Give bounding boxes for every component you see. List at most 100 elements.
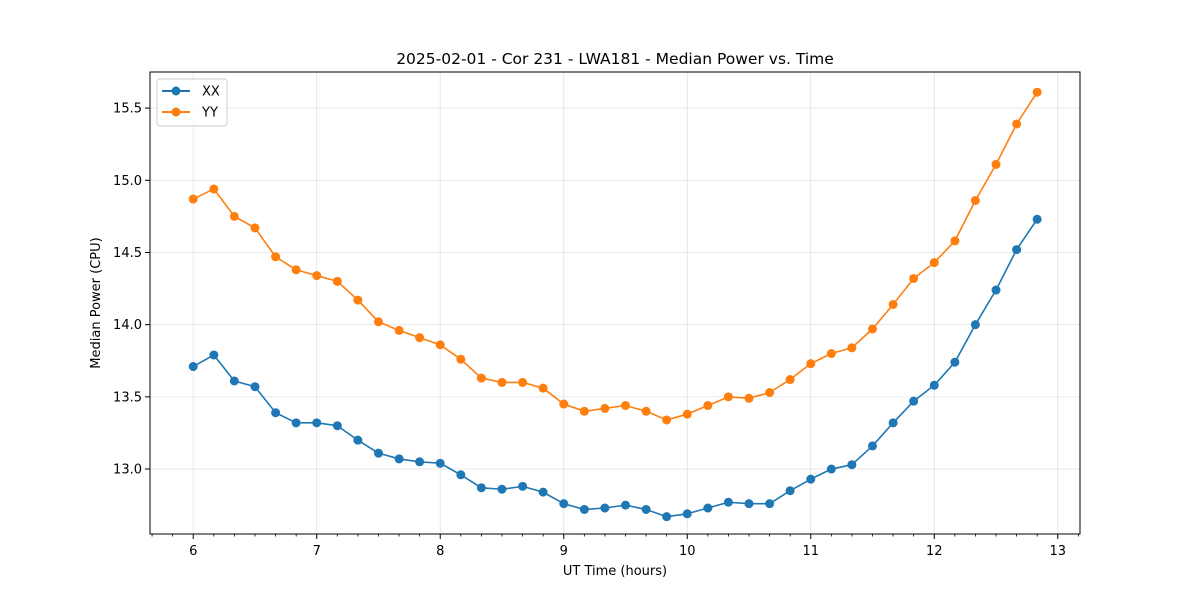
data-point-yy xyxy=(970,195,980,205)
data-point-xx xyxy=(229,376,239,386)
data-point-yy xyxy=(559,399,569,409)
data-point-yy xyxy=(929,258,939,268)
y-tick-label: 14.0 xyxy=(113,318,142,333)
data-point-xx xyxy=(806,474,816,484)
chart-title: 2025-02-01 - Cor 231 - LWA181 - Median P… xyxy=(396,50,834,68)
data-point-yy xyxy=(847,343,857,353)
data-point-yy xyxy=(373,317,383,327)
x-axis-label: UT Time (hours) xyxy=(563,564,667,579)
data-point-yy xyxy=(806,359,816,369)
x-tick-label: 10 xyxy=(679,544,696,559)
data-point-xx xyxy=(1032,214,1042,224)
data-point-xx xyxy=(271,408,281,418)
x-tick-label: 7 xyxy=(313,544,321,559)
data-point-xx xyxy=(621,500,630,510)
data-point-xx xyxy=(538,487,548,497)
data-point-yy xyxy=(621,401,630,411)
legend-label-xx: XX xyxy=(202,85,220,100)
data-point-yy xyxy=(703,401,713,411)
data-point-yy xyxy=(765,388,775,398)
data-point-yy xyxy=(991,159,1001,169)
data-point-xx xyxy=(929,380,939,390)
data-point-xx xyxy=(909,396,919,406)
data-point-yy xyxy=(312,271,322,281)
grid xyxy=(150,72,1080,534)
series-layer xyxy=(188,87,1042,522)
data-point-xx xyxy=(332,421,342,431)
data-point-xx xyxy=(868,441,878,451)
data-point-xx xyxy=(291,418,301,428)
data-point-xx xyxy=(209,350,219,360)
data-point-xx xyxy=(456,470,466,480)
data-point-xx xyxy=(518,481,528,491)
data-point-yy xyxy=(909,273,919,283)
y-tick-label: 15.0 xyxy=(113,174,142,189)
data-point-yy xyxy=(600,403,610,413)
x-tick-label: 12 xyxy=(926,544,943,559)
x-tick-label: 11 xyxy=(802,544,819,559)
axis-ticks: 6 7 8 9 10 11 12 13 13.0 13.5 14.0 14.5 15.0 15.5 xyxy=(113,102,1079,559)
data-point-xx xyxy=(888,418,898,428)
y-tick-label: 13.5 xyxy=(113,390,142,405)
data-point-yy xyxy=(456,354,466,364)
data-point-yy xyxy=(868,324,878,334)
x-tick-label: 6 xyxy=(189,544,197,559)
plot-frame xyxy=(149,71,1081,535)
data-point-xx xyxy=(826,464,836,474)
data-point-xx xyxy=(682,509,692,519)
data-point-xx xyxy=(723,497,733,507)
data-point-xx xyxy=(1012,245,1022,255)
data-point-xx xyxy=(847,460,857,470)
x-tick-label: 8 xyxy=(436,544,444,559)
y-tick-label: 15.5 xyxy=(113,102,142,117)
data-point-yy xyxy=(744,393,754,403)
data-point-yy xyxy=(641,406,651,416)
data-point-xx xyxy=(703,503,713,513)
data-point-xx xyxy=(476,483,486,493)
data-point-yy xyxy=(888,299,898,309)
data-point-yy xyxy=(229,211,239,221)
data-point-xx xyxy=(579,504,589,514)
data-point-yy xyxy=(1032,87,1042,97)
y-tick-label: 14.5 xyxy=(113,246,142,261)
data-point-xx xyxy=(250,382,260,392)
legend: XX YY xyxy=(156,78,228,127)
data-point-xx xyxy=(785,486,795,496)
data-point-yy xyxy=(662,415,672,425)
data-point-xx xyxy=(950,357,960,367)
data-point-yy xyxy=(271,252,281,262)
data-point-yy xyxy=(250,223,260,233)
data-point-xx xyxy=(744,499,754,509)
data-point-yy xyxy=(579,406,589,416)
data-point-yy xyxy=(950,236,960,246)
data-point-yy xyxy=(415,333,425,343)
data-point-yy xyxy=(682,409,692,419)
data-point-xx xyxy=(312,418,322,428)
data-point-xx xyxy=(188,362,198,372)
data-point-xx xyxy=(991,285,1001,295)
data-point-xx xyxy=(435,458,445,468)
data-point-xx xyxy=(497,484,507,494)
data-point-xx xyxy=(970,320,980,330)
data-point-xx xyxy=(641,504,651,514)
data-point-xx xyxy=(415,457,425,467)
legend-marker-xx xyxy=(171,86,181,96)
x-tick-label: 9 xyxy=(560,544,568,559)
data-point-yy xyxy=(723,392,733,402)
data-point-yy xyxy=(353,295,363,305)
data-point-yy xyxy=(518,377,528,387)
data-point-xx xyxy=(600,503,610,513)
data-point-yy xyxy=(497,377,507,387)
data-point-yy xyxy=(538,383,548,393)
data-point-yy xyxy=(1012,119,1022,129)
data-point-yy xyxy=(826,349,836,359)
data-point-yy xyxy=(785,375,795,385)
legend-marker-yy xyxy=(171,107,181,117)
data-point-xx xyxy=(373,448,383,458)
data-point-xx xyxy=(662,512,672,522)
data-point-xx xyxy=(394,454,404,464)
data-point-yy xyxy=(188,194,198,204)
data-point-yy xyxy=(291,265,301,275)
data-point-yy xyxy=(394,325,404,335)
